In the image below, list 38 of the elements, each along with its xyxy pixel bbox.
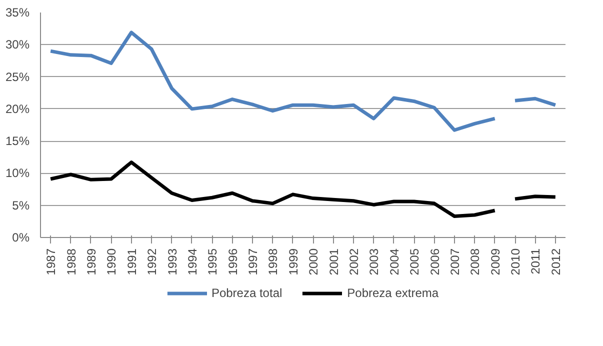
x-tick-label: 2001 [326,248,341,276]
x-tick-label: 1996 [226,248,240,276]
y-tick-label: 0% [12,230,30,244]
line-series [48,30,497,132]
legend-label: Pobreza total [211,286,282,300]
x-tick-label: 2003 [367,248,382,276]
x-tick-label: 1997 [246,248,260,276]
y-tick-label: 10% [5,166,30,180]
x-tick-label: 2011 [528,248,543,274]
x-tick-label: 1998 [266,248,280,276]
x-tick-label: 2002 [346,248,361,276]
x-tick-label: 2010 [508,248,523,276]
x-tick-label: 1989 [84,248,98,276]
line-series [48,160,497,218]
x-tick-label: 1999 [286,248,300,276]
y-tick-label: 30% [5,38,30,52]
x-tick-label: 2012 [548,248,563,276]
x-tick-label: 1992 [145,248,160,276]
x-tick-label: 1993 [165,248,180,276]
x-tick-label: 1990 [104,248,119,276]
x-tick-label: 1991 [124,248,139,276]
x-tick-label: 2008 [468,248,482,276]
x-tick-label: 1987 [44,248,58,276]
x-tick-label: 1988 [64,248,78,276]
y-tick-label: 15% [5,134,30,148]
x-tick-label: 2004 [387,248,402,276]
x-tick-label: 2007 [448,248,462,276]
x-tick-label: 2006 [428,248,442,276]
x-tick-label: 2005 [408,248,422,276]
x-tick-label: 2009 [488,248,502,276]
y-tick-label: 35% [5,6,30,20]
y-tick-label: 5% [12,198,30,212]
y-tick-label: 25% [5,70,30,84]
x-tick-label: 1994 [185,248,200,276]
legend-label: Pobreza extrema [347,286,439,300]
x-tick-label: 1995 [206,248,220,276]
x-tick-label: 2000 [306,248,321,276]
y-tick-label: 20% [5,102,30,116]
